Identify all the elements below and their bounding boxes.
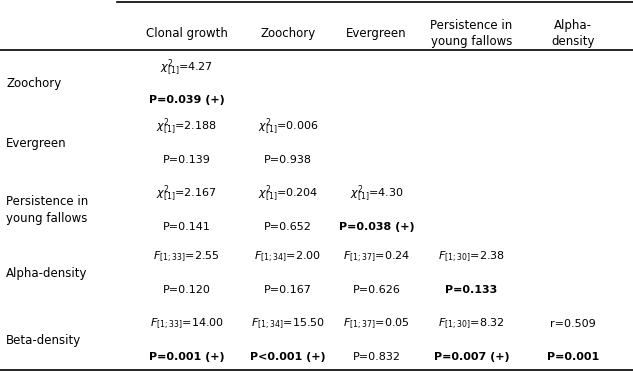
Text: $\chi^2_{[1]}$=4.27: $\chi^2_{[1]}$=4.27	[160, 57, 213, 77]
Text: $\chi^2_{[1]}$=2.167: $\chi^2_{[1]}$=2.167	[156, 183, 217, 203]
Text: r=0.509: r=0.509	[550, 319, 596, 328]
Text: Alpha-: Alpha-	[554, 19, 592, 32]
Text: P=0.167: P=0.167	[264, 285, 312, 295]
Text: P=0.139: P=0.139	[163, 155, 211, 165]
Text: Beta-density: Beta-density	[6, 334, 82, 347]
Text: Clonal growth: Clonal growth	[146, 27, 228, 40]
Text: $\chi^2_{[1]}$=2.188: $\chi^2_{[1]}$=2.188	[156, 116, 217, 137]
Text: Persistence in: Persistence in	[430, 19, 513, 32]
Text: Zoochory: Zoochory	[260, 27, 316, 40]
Text: $F_{[1;37]}$=0.24: $F_{[1;37]}$=0.24	[343, 250, 410, 264]
Text: $F_{[1;33]}$=14.00: $F_{[1;33]}$=14.00	[149, 317, 224, 331]
Text: P=0.832: P=0.832	[353, 352, 401, 362]
Text: Alpha-density: Alpha-density	[6, 267, 88, 280]
Text: $\chi^2_{[1]}$=0.204: $\chi^2_{[1]}$=0.204	[258, 183, 318, 203]
Text: Zoochory: Zoochory	[6, 77, 61, 90]
Text: $F_{[1;37]}$=0.05: $F_{[1;37]}$=0.05	[343, 317, 410, 331]
Text: Persistence in: Persistence in	[6, 196, 89, 208]
Text: $\chi^2_{[1]}$=4.30: $\chi^2_{[1]}$=4.30	[350, 183, 403, 203]
Text: $F_{[1;33]}$=2.55: $F_{[1;33]}$=2.55	[153, 250, 220, 264]
Text: P=0.038 (+): P=0.038 (+)	[339, 222, 415, 232]
Text: P=0.141: P=0.141	[163, 222, 211, 232]
Text: P=0.001 (+): P=0.001 (+)	[149, 352, 225, 362]
Text: P=0.007 (+): P=0.007 (+)	[434, 352, 510, 362]
Text: P=0.001: P=0.001	[547, 352, 599, 362]
Text: Evergreen: Evergreen	[6, 137, 67, 150]
Text: young fallows: young fallows	[6, 212, 88, 225]
Text: P=0.652: P=0.652	[264, 222, 312, 232]
Text: P=0.626: P=0.626	[353, 285, 401, 295]
Text: young fallows: young fallows	[431, 35, 512, 48]
Text: $F_{[1;34]}$=15.50: $F_{[1;34]}$=15.50	[251, 317, 325, 331]
Text: P=0.120: P=0.120	[163, 285, 211, 295]
Text: $F_{[1;34]}$=2.00: $F_{[1;34]}$=2.00	[254, 250, 322, 264]
Text: $\chi^2_{[1]}$=0.006: $\chi^2_{[1]}$=0.006	[258, 116, 318, 137]
Text: P<0.001 (+): P<0.001 (+)	[250, 352, 326, 362]
Text: P=0.133: P=0.133	[446, 285, 498, 295]
Text: $F_{[1;30]}$=8.32: $F_{[1;30]}$=8.32	[438, 317, 505, 331]
Text: $F_{[1;30]}$=2.38: $F_{[1;30]}$=2.38	[438, 250, 505, 264]
Text: density: density	[551, 35, 594, 48]
Text: P=0.938: P=0.938	[264, 155, 312, 165]
Text: Evergreen: Evergreen	[346, 27, 407, 40]
Text: P=0.039 (+): P=0.039 (+)	[149, 96, 225, 105]
